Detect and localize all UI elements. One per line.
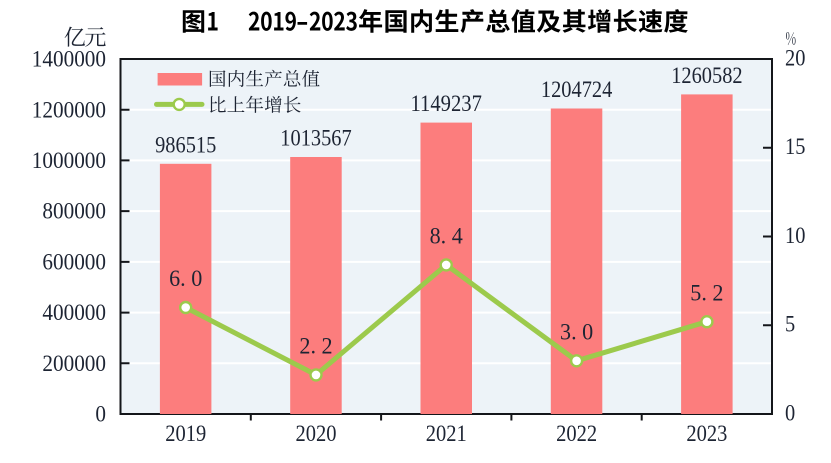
svg-text:5. 2: 5. 2 <box>690 280 723 305</box>
svg-text:20: 20 <box>785 45 805 70</box>
svg-text:5: 5 <box>785 312 795 337</box>
svg-text:2023: 2023 <box>686 421 727 446</box>
svg-text:2021: 2021 <box>426 421 467 446</box>
svg-text:10: 10 <box>785 223 805 248</box>
svg-text:1260582: 1260582 <box>671 63 742 88</box>
svg-text:1149237: 1149237 <box>411 91 482 116</box>
svg-text:2020: 2020 <box>296 421 337 446</box>
svg-text:1200000: 1200000 <box>32 97 106 122</box>
svg-text:800000: 800000 <box>42 199 106 224</box>
svg-text:2022: 2022 <box>556 421 597 446</box>
svg-text:2019: 2019 <box>165 421 206 446</box>
svg-text:0: 0 <box>95 402 106 427</box>
svg-text:400000: 400000 <box>42 300 106 325</box>
svg-text:200000: 200000 <box>42 351 106 376</box>
svg-text:986515: 986515 <box>155 132 216 157</box>
svg-text:1204724: 1204724 <box>541 77 613 102</box>
svg-text:1400000: 1400000 <box>32 47 106 72</box>
svg-text:1013567: 1013567 <box>280 126 351 151</box>
svg-text:6. 0: 6. 0 <box>169 266 202 291</box>
svg-text:3. 0: 3. 0 <box>560 319 593 344</box>
svg-text:8. 4: 8. 4 <box>430 224 464 249</box>
svg-text:2. 2: 2. 2 <box>299 334 332 359</box>
svg-text:0: 0 <box>785 400 795 425</box>
svg-text:600000: 600000 <box>42 250 106 275</box>
svg-text:15: 15 <box>785 134 805 159</box>
svg-text:1000000: 1000000 <box>32 148 106 173</box>
